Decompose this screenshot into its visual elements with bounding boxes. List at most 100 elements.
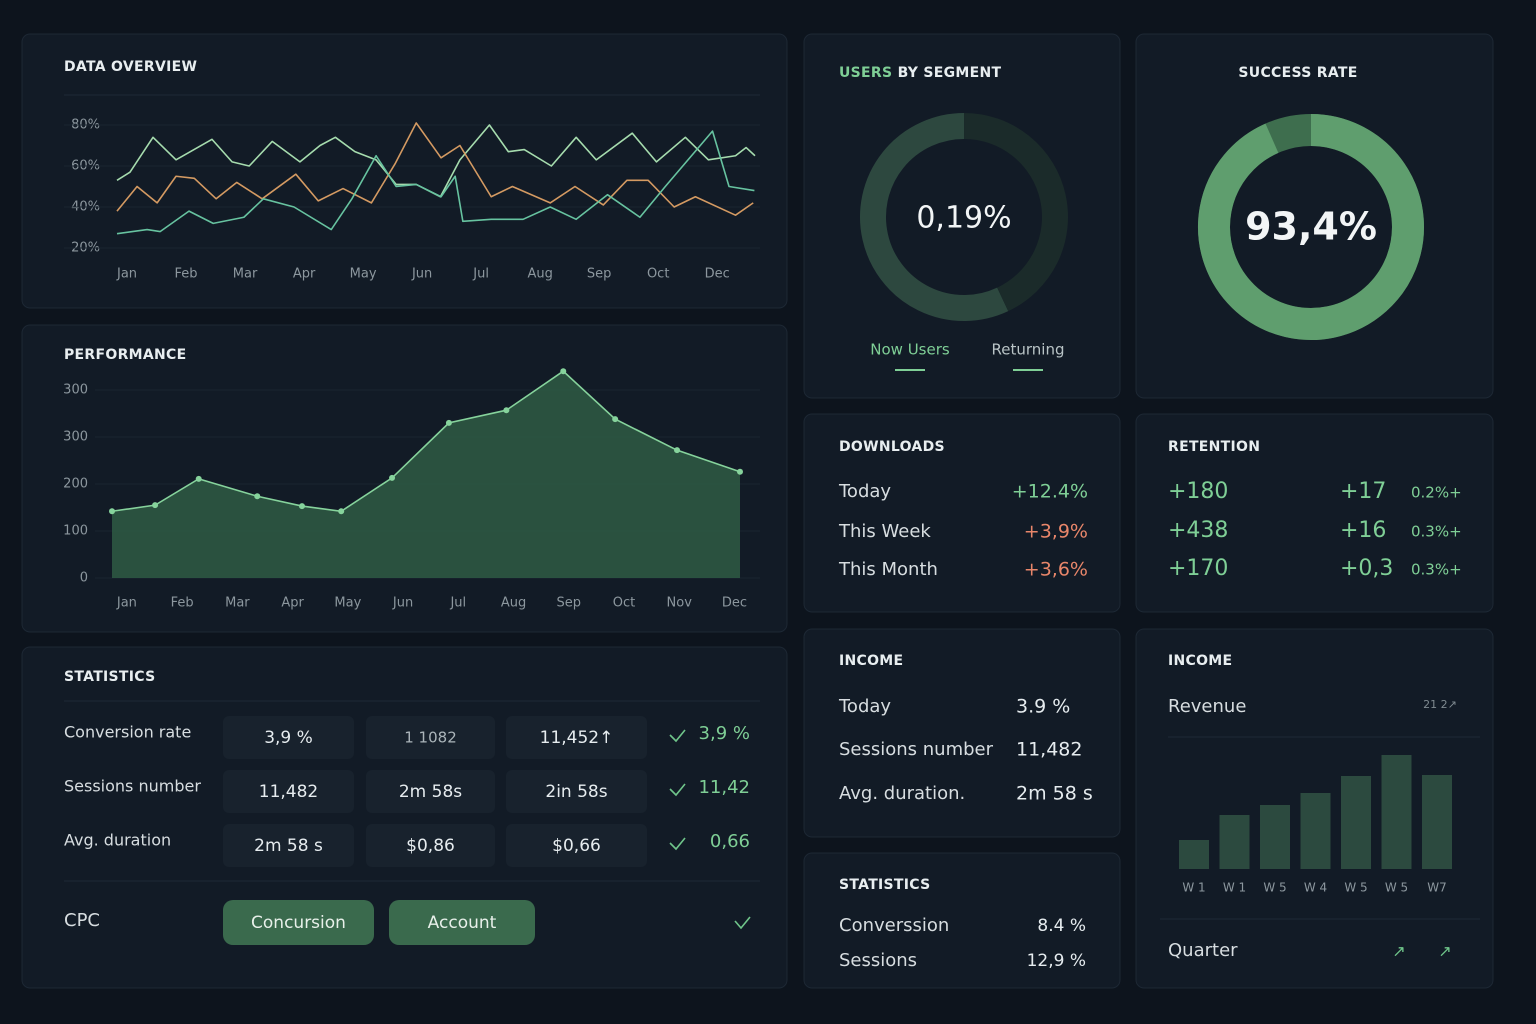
button-bg <box>223 900 374 945</box>
data-point <box>503 407 510 414</box>
cell-box <box>366 716 495 759</box>
data-point <box>338 508 345 515</box>
row-label: Sessions number <box>839 739 994 760</box>
row-value: 2m 58 s <box>1016 783 1093 805</box>
x-tick-label: Aug <box>527 267 552 282</box>
line-series <box>116 122 754 216</box>
cell-box <box>223 770 354 813</box>
row-label: This Month <box>838 559 938 580</box>
x-tick-label: Dec <box>705 267 730 282</box>
x-tick-label: May <box>350 267 377 282</box>
y-tick-label: 300 <box>63 383 88 398</box>
panel-title: SUCCESS RATE <box>1238 65 1357 81</box>
x-tick-label: W 5 <box>1263 881 1286 895</box>
legend-label: Returning <box>992 341 1065 359</box>
retention-value: +438 <box>1168 518 1228 543</box>
bar <box>1381 755 1412 869</box>
cell-value: 11,482 <box>259 782 318 802</box>
y-tick-label: 100 <box>63 524 88 539</box>
x-tick-label: May <box>334 596 361 611</box>
x-tick-label: W 5 <box>1344 881 1367 895</box>
donut-segment <box>1198 114 1424 340</box>
footer-icon: ↗ <box>1392 942 1405 961</box>
retention-value: +16 <box>1340 518 1386 543</box>
row-label: Converssion <box>839 915 949 936</box>
row-label: Today <box>838 481 891 502</box>
x-tick-label: W 4 <box>1304 881 1327 895</box>
button-bg <box>389 900 535 945</box>
panel <box>803 852 1121 989</box>
title-part: BY SEGMENT <box>898 65 1002 81</box>
panel <box>1135 33 1494 399</box>
panel-title: STATISTICS <box>64 669 156 685</box>
retention-value: 0.2%+ <box>1411 484 1462 502</box>
panel-title: USERS BY SEGMENT <box>839 65 1002 81</box>
row-value: +3,9% <box>1024 521 1088 543</box>
donut-center-label: 93,4% <box>1245 205 1377 249</box>
cell-value: 3,9 % <box>264 728 313 748</box>
bar <box>1422 775 1452 869</box>
x-tick-label: Feb <box>171 596 194 611</box>
cell-value: 1 1082 <box>404 729 457 747</box>
x-tick-label: Apr <box>281 596 304 611</box>
button-label: Concursion <box>251 913 346 933</box>
panel-title: INCOME <box>839 653 903 669</box>
button[interactable]: Concursion <box>223 900 374 945</box>
row-label: Sessions number <box>64 777 201 796</box>
x-tick-label: Oct <box>613 596 635 611</box>
donut-segment <box>860 113 1009 321</box>
retention-value: +0,3 <box>1340 556 1393 581</box>
x-tick-label: Jul <box>472 267 489 282</box>
y-tick-label: 0 <box>80 571 88 586</box>
x-tick-label: Jan <box>116 267 137 282</box>
panel-title: INCOME <box>1168 653 1232 669</box>
x-tick-label: Jun <box>392 596 413 611</box>
retention-value: 0.3%+ <box>1411 523 1462 541</box>
row-value: 3.9 % <box>1016 696 1070 718</box>
cell-box <box>223 824 354 867</box>
data-point <box>674 447 681 454</box>
x-tick-label: Sep <box>587 267 612 282</box>
row-label: Today <box>838 696 891 717</box>
panel-title: RETENTION <box>1168 439 1260 455</box>
x-tick-label: Oct <box>647 267 669 282</box>
panel-title: PERFORMANCE <box>64 347 186 363</box>
data-point <box>254 493 261 500</box>
x-tick-label: W 1 <box>1182 881 1205 895</box>
button-label: Account <box>428 913 497 933</box>
row-value: 8.4 % <box>1037 916 1086 936</box>
x-tick-label: Feb <box>175 267 198 282</box>
x-tick-label: Jun <box>411 267 432 282</box>
row-value: 11,42 <box>698 777 750 798</box>
title-part: USERS <box>839 65 892 81</box>
panel-title: DATA OVERVIEW <box>64 59 197 75</box>
x-tick-label: Sep <box>557 596 582 611</box>
check-icon <box>669 783 686 797</box>
check-icon <box>734 916 751 930</box>
bar <box>1300 793 1331 869</box>
row-value: 0,66 <box>710 831 750 852</box>
data-point <box>737 468 743 475</box>
donut-segment <box>963 113 1068 312</box>
retention-value: +17 <box>1340 479 1386 504</box>
panel-title: STATISTICS <box>839 877 931 893</box>
row-value: 11,482 <box>1016 739 1082 761</box>
panel <box>21 33 788 309</box>
footer-label: Quarter <box>1168 940 1238 961</box>
row-value: 3,9 % <box>699 723 750 744</box>
x-tick-label: Mar <box>225 596 250 611</box>
x-tick-label: Aug <box>501 596 526 611</box>
y-tick-label: 200 <box>63 477 88 492</box>
button[interactable]: Account <box>389 900 535 945</box>
data-point <box>389 474 396 481</box>
chart-subtitle: Revenue <box>1168 696 1246 717</box>
x-tick-label: W 5 <box>1385 881 1408 895</box>
data-point <box>612 416 619 423</box>
check-icon <box>669 837 686 851</box>
x-tick-label: Dec <box>722 596 747 611</box>
x-tick-label: Jan <box>116 596 137 611</box>
cell-value: $0,86 <box>406 836 455 856</box>
cell-value: 2m 58s <box>399 782 462 802</box>
y-tick-label: 300 <box>63 430 88 445</box>
